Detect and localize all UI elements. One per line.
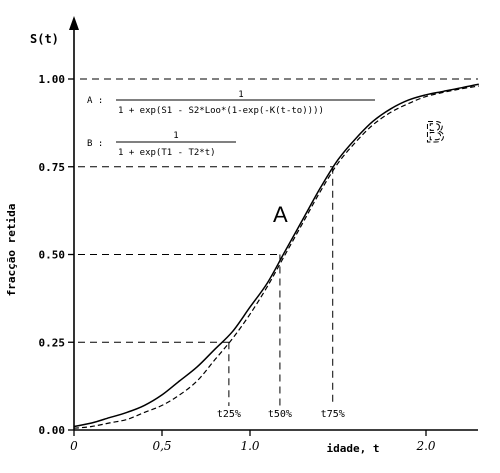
formula-a-prefix: A : [87, 96, 103, 106]
y-axis-label: fracção retida [5, 204, 18, 297]
formula-a-numerator: 1 [238, 90, 243, 100]
series-a-line [73, 83, 479, 428]
curve-a-label: A [273, 202, 288, 227]
y-tick-label: 0.75 [39, 161, 66, 174]
y-axis-top-label: S(t) [30, 32, 59, 46]
y-axis-arrow [69, 16, 79, 30]
percentile-label: t25% [217, 409, 241, 420]
y-tick-label: 0.25 [39, 336, 66, 349]
x-tick-label: 0 [70, 439, 78, 453]
y-tick-label: 0.00 [39, 424, 66, 437]
x-tick-label: 2.0 [415, 439, 435, 453]
curve-b-label: B [425, 116, 445, 149]
formula-b-denominator: 1 + exp(T1 - T2*t) [118, 148, 216, 158]
series-layer [73, 83, 479, 429]
formula-b-prefix: B : [87, 139, 103, 149]
formula-b-numerator: 1 [173, 131, 178, 141]
x-axis-label: idade, t [327, 442, 380, 455]
ticks-layer: 0.00 0.25 0.50 0.75 1.00 0 0,5 1.0 2.0 [39, 73, 436, 453]
percentile-layer: t25% t50% t75% [78, 166, 345, 420]
y-tick-label: 0.50 [39, 249, 66, 262]
formula-a-denominator: 1 + exp(S1 - S2*Loo*(1-exp(-K(t-to)))) [118, 106, 324, 116]
y-tick-label: 1.00 [39, 73, 66, 86]
x-tick-label: 0,5 [152, 439, 171, 453]
percentile-label: t75% [321, 409, 345, 420]
x-tick-label: 1.0 [240, 439, 259, 453]
formula-block: A : 1 1 + exp(S1 - S2*Loo*(1-exp(-K(t-to… [87, 90, 375, 158]
series-b-line [73, 85, 479, 429]
percentile-label: t50% [268, 409, 292, 420]
